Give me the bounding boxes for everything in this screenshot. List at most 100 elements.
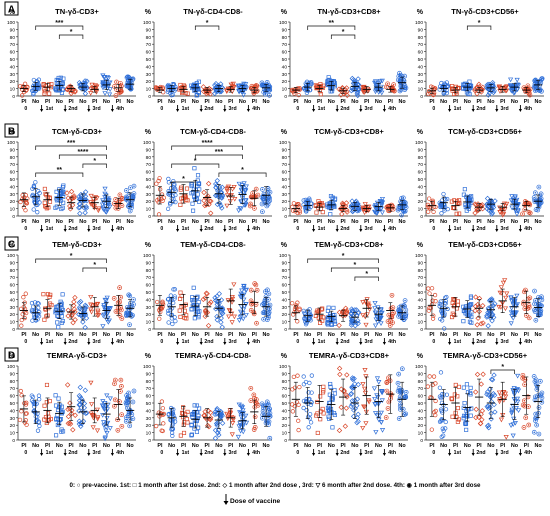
data-point [475,323,479,327]
data-point [180,305,183,308]
marker-dot [114,405,116,407]
x-tick-label: No [192,332,200,338]
marker-dot [527,85,529,87]
y-tick-label: 30 [146,192,152,198]
data-point [233,197,237,201]
dose-arrow-head [383,229,386,232]
x-tick-label: No [511,332,519,338]
data-point [304,380,308,384]
y-tick-label: 0 [148,94,151,100]
x-tick-label: No [168,332,176,338]
y-tick-label: 70 [282,42,288,48]
y-tick-label: 50 [418,57,424,63]
x-tick-label: Pl [293,99,299,105]
data-point [503,279,507,283]
marker-dot [132,401,134,403]
y-tick-label: 50 [282,290,288,296]
x-tick-label: No [79,219,87,225]
y-tick-label: 100 [279,20,287,26]
y-tick-label: 70 [282,386,288,392]
y-tick-label: 0 [284,214,287,220]
data-point [220,206,224,210]
dose-arrow-head [40,109,43,112]
marker-dot [121,205,123,207]
marker-dot [404,300,406,302]
x-tick-label: Pl [500,99,506,105]
marker-dot [263,318,265,320]
y-tick-label: 30 [10,416,16,422]
y-tick-label: 70 [146,275,152,281]
data-point [232,283,236,287]
data-point [231,187,235,191]
y-tick-label: 60 [418,50,424,56]
time-label: 3rd [365,339,373,345]
marker-dot [538,186,540,188]
marker-dot [526,315,528,317]
x-tick-label: Pl [92,332,98,338]
y-tick-label: 10 [146,87,152,93]
dose-arrow-head [247,342,250,345]
x-tick-label: Pl [116,332,122,338]
significance-label: * [342,253,345,260]
x-tick-label: No [168,219,176,225]
data-point [193,427,196,430]
data-point [318,321,321,324]
dose-arrow-head [247,109,250,112]
chart-title: TCM-γδ-CD3+CD56+ [448,127,522,136]
marker-dot [391,316,393,318]
y-tick-label: 80 [10,379,16,385]
x-tick-label: No [56,219,64,225]
data-point [427,197,431,201]
data-point [230,321,234,325]
y-tick-label: 50 [146,290,152,296]
x-tick-label: No [127,99,135,105]
y-tick-label: 30 [418,72,424,78]
data-point [103,187,107,191]
time-label: 0 [296,339,299,345]
marker-dot [540,312,542,314]
data-point [219,320,223,324]
marker-dot [541,78,543,80]
marker-dot [254,208,256,210]
time-label: 3rd [93,226,101,232]
marker-dot [250,400,252,402]
y-tick-label: 100 [7,253,15,259]
data-point [24,418,28,422]
dose-arrow-head [223,342,226,345]
marker-dot [405,309,407,311]
marker-dot [538,297,540,299]
time-label: 0 [24,450,27,456]
data-point [373,301,377,305]
marker-dot [390,320,392,322]
dose-arrow-head [359,109,362,112]
y-tick-label: 50 [10,177,16,183]
x-tick-label: No [440,99,448,105]
chart-title: TEM-γδ-CD3+CD8+ [314,240,384,249]
data-point [533,289,537,293]
data-point [296,374,300,378]
y-axis-label: % [145,129,152,136]
data-point [462,193,465,196]
y-tick-label: 40 [146,408,152,414]
x-tick-label: Pl [317,99,323,105]
time-label: 2nd [68,106,77,112]
y-tick-label: 90 [146,260,152,266]
dose-arrow-head [176,109,179,112]
marker-dot [529,94,531,96]
data-point [481,303,485,307]
data-point [22,295,26,299]
significance-label: * [70,29,73,36]
dose-arrow-head [176,453,179,456]
dose-arrow-head [448,109,451,112]
y-tick-label: 70 [146,386,152,392]
x-tick-label: No [263,443,271,449]
marker-dot [256,289,258,291]
data-point [120,413,124,417]
data-point [209,211,213,215]
data-point [193,167,196,170]
significance-label: *** [67,140,75,147]
data-point [340,212,344,216]
data-point [81,320,85,324]
